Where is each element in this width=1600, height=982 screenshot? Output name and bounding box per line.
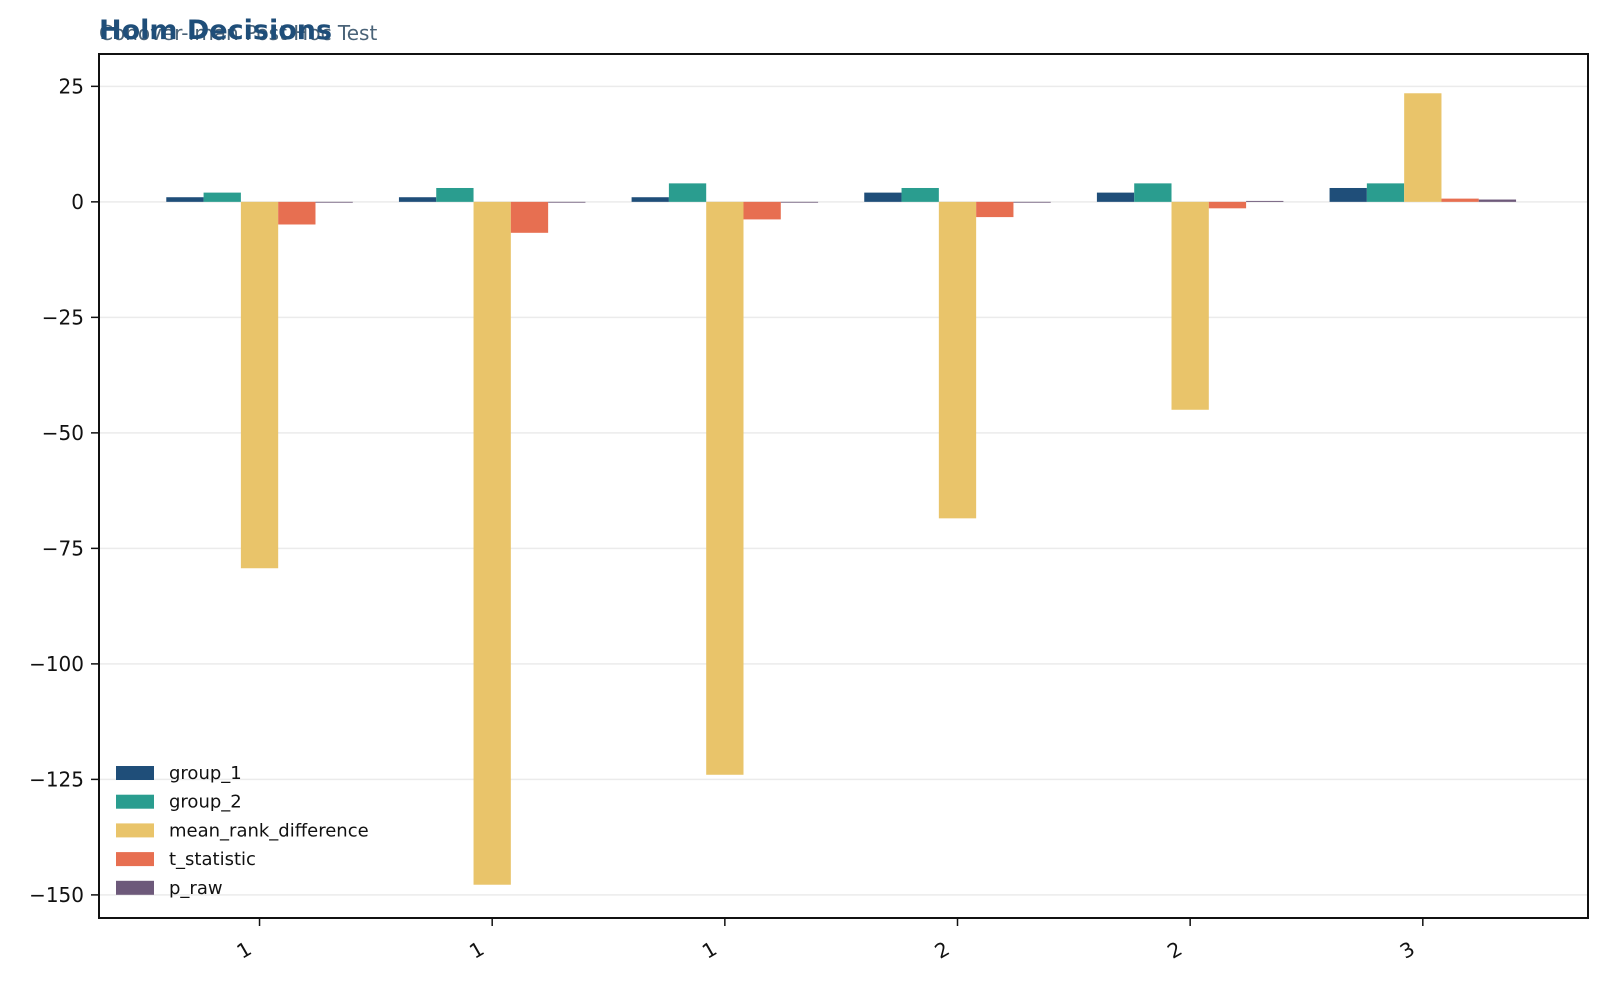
y-tick-label: −50 [42, 421, 84, 445]
bar-group-2 [668, 183, 707, 202]
bar-group-2 [1366, 183, 1405, 202]
bar-p-raw [1246, 200, 1284, 202]
bar-t-statistic [510, 201, 549, 233]
bar-p-raw [1013, 201, 1051, 203]
y-tick-label: −150 [29, 883, 84, 907]
x-tick-label: 1 [465, 936, 488, 963]
bar-group-1 [864, 192, 902, 202]
y-tick-label: −25 [42, 305, 84, 329]
bar-mean-rank-difference [938, 201, 977, 519]
bar-t-statistic [743, 201, 781, 220]
bar-group-1 [1096, 192, 1135, 202]
y-tick-label: 0 [71, 190, 84, 214]
y-tick-label: 25 [59, 74, 84, 98]
bar-group-2 [901, 187, 939, 202]
bar-p-raw [780, 201, 819, 203]
bar-group-1 [166, 197, 204, 202]
y-tick-label: −100 [29, 652, 84, 676]
x-tick-label: 1 [698, 936, 721, 963]
bar-p-raw [548, 201, 586, 203]
bar-mean-rank-difference [1171, 201, 1209, 410]
plot-frame [98, 53, 1589, 919]
bar-t-statistic [976, 201, 1014, 218]
bar-mean-rank-difference [1404, 93, 1442, 202]
y-tick-label: −125 [29, 767, 84, 791]
legend-swatch [116, 852, 154, 867]
bars-layer [166, 93, 1517, 885]
bar-group-1 [631, 197, 669, 202]
bar-mean-rank-difference [473, 201, 511, 885]
bar-t-statistic [278, 201, 316, 225]
bar-t-statistic [1208, 201, 1247, 209]
legend-swatch [116, 794, 154, 809]
grid-layer [99, 85, 1588, 896]
legend-swatch [116, 823, 154, 838]
bar-p-raw [315, 201, 353, 203]
bar-mean-rank-difference [706, 201, 744, 775]
bar-group-2 [1134, 183, 1172, 202]
legend: group_1 group_2 mean_rank_difference t_stat… [116, 763, 369, 899]
bar-p-raw [1478, 199, 1517, 202]
chart-title: Holm Decisions [99, 15, 332, 46]
bar-t-statistic [1441, 198, 1479, 202]
bar-mean-rank-difference [240, 201, 279, 569]
x-tick-label: 2 [930, 936, 953, 963]
legend-swatch [116, 766, 154, 780]
bar-group-1 [1329, 187, 1367, 202]
legend-label: group_2 [169, 792, 242, 813]
legend-label: p_raw [169, 878, 223, 899]
legend-label: t_statistic [169, 849, 256, 870]
x-tick-label: 1 [233, 936, 256, 963]
legend-label: mean_rank_difference [169, 820, 369, 841]
legend-swatch [116, 880, 154, 895]
bar-group-1 [398, 197, 437, 202]
bar-group-2 [203, 192, 241, 202]
bar-group-2 [436, 187, 474, 202]
legend-label: group_1 [169, 763, 242, 784]
y-tick-label: −75 [42, 536, 84, 560]
x-tick-label: 3 [1396, 936, 1419, 963]
chart-subtitle: Conover-Iman Post Hoc Test [99, 21, 377, 45]
x-tick-label: 2 [1163, 936, 1186, 963]
